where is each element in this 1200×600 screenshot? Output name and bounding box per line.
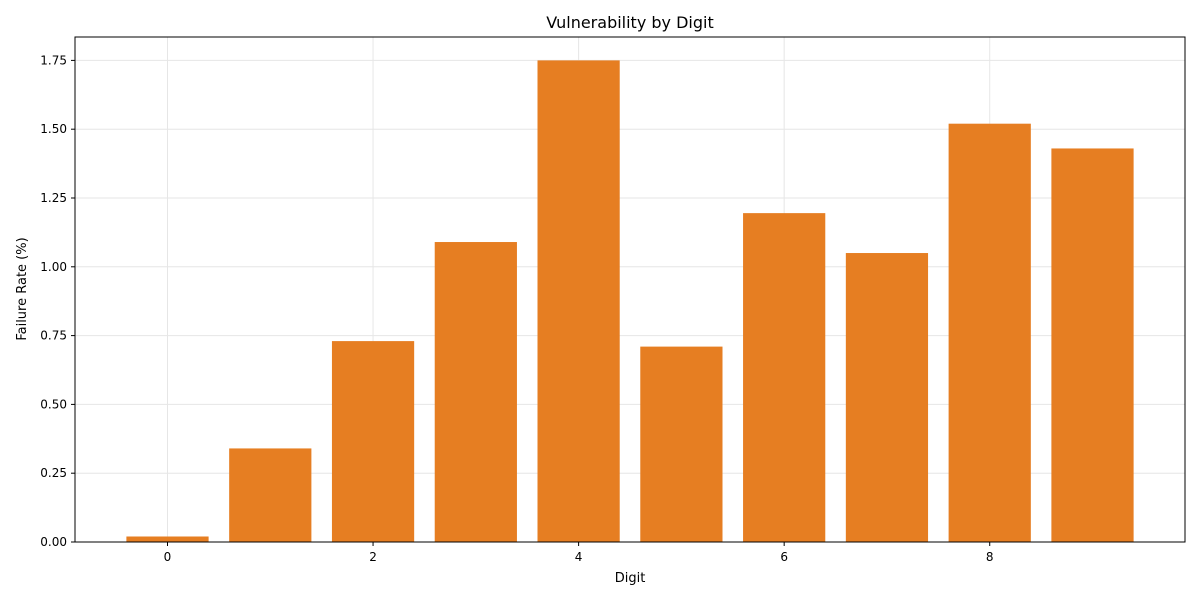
x-tick-label: 6 — [780, 550, 788, 564]
y-tick-label: 1.00 — [40, 260, 67, 274]
bar-digit-4 — [537, 60, 620, 543]
bars — [126, 60, 1134, 543]
y-tick-label: 1.75 — [40, 53, 67, 67]
y-tick-label: 1.50 — [40, 122, 67, 136]
x-tick-label: 8 — [986, 550, 994, 564]
bar-digit-8 — [948, 123, 1031, 542]
x-tick-label: 2 — [369, 550, 377, 564]
x-axis-label: Digit — [615, 571, 646, 586]
y-axis-ticks: 0.00 0.25 0.50 0.75 1.00 1.25 1.50 1.75 — [40, 53, 75, 549]
bar-digit-1 — [229, 448, 312, 542]
x-tick-label: 0 — [164, 550, 172, 564]
bar-digit-7 — [845, 253, 929, 543]
y-tick-label: 0.75 — [40, 329, 67, 343]
bar-digit-6 — [743, 213, 826, 542]
x-tick-label: 4 — [575, 550, 583, 564]
bar-digit-2 — [331, 341, 415, 542]
bar-digit-3 — [434, 242, 517, 542]
x-axis-ticks: 0 2 4 6 8 — [164, 542, 994, 564]
y-tick-label: 0.25 — [40, 466, 67, 480]
bar-digit-5 — [640, 346, 723, 542]
plot-frame — [74, 36, 1186, 543]
y-tick-label: 0.50 — [40, 397, 67, 411]
y-tick-label: 0.00 — [40, 535, 67, 549]
chart-title: Vulnerability by Digit — [546, 13, 713, 32]
bar-digit-0 — [126, 536, 209, 542]
bar-digit-9 — [1051, 148, 1134, 542]
y-axis-label: Failure Rate (%) — [15, 237, 30, 340]
y-tick-label: 1.25 — [40, 191, 67, 205]
